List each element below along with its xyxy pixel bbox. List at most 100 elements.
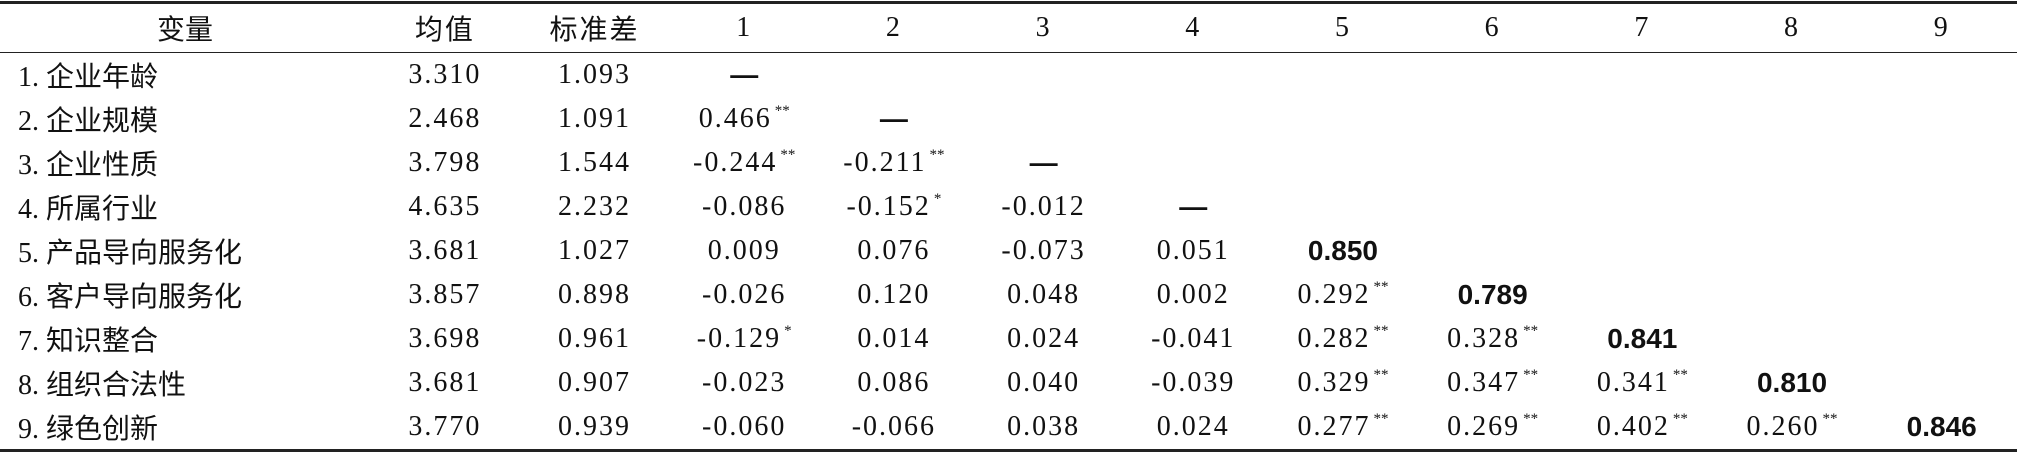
table-row: 3. 企业性质 3.798 1.544 -0.244 ** -0.211 ** —: [0, 141, 2017, 185]
table-cell: 1.027: [558, 235, 632, 266]
header-cell: 6: [1484, 12, 1501, 43]
cell-value: 0.341: [1596, 367, 1670, 398]
table-row: 6. 客户导向服务化 3.857 0.898 -0.026 0.120 0.048 0.00…: [0, 273, 2017, 317]
row-label: 2. 企业规模: [18, 106, 159, 137]
cell-value: 0.292: [1297, 279, 1371, 310]
header-cell: 7: [1634, 12, 1651, 43]
header-cell: 4: [1185, 12, 1202, 43]
significance: **: [1523, 411, 1539, 427]
table-cell: -0.026: [702, 279, 787, 310]
table-cell: -0.086: [702, 191, 787, 222]
table-row: 8. 组织合法性 3.681 0.907 -0.023 0.086 0.040 -0.039…: [0, 361, 2017, 405]
header-cell: 标准差: [549, 15, 640, 46]
table-cell: 3.857: [408, 279, 482, 310]
table-cell: 0.051: [1156, 235, 1230, 266]
table-cell: -0.244 **: [669, 147, 819, 179]
cell-value: 0.347: [1447, 367, 1521, 398]
table-cell: 0.292 **: [1268, 279, 1418, 311]
table-cell: 0.086: [857, 367, 931, 398]
row-label: 1. 企业年龄: [18, 62, 159, 93]
cell-value: 0.277: [1297, 411, 1371, 442]
row-label: 8. 组织合法性: [18, 370, 187, 401]
cell-value: -0.152: [846, 191, 931, 222]
table-cell: 0.076: [857, 235, 931, 266]
table-cell: 0.038: [1007, 411, 1081, 442]
table-cell: —: [1029, 147, 1058, 178]
header-cell: 2: [885, 12, 902, 43]
table-cell: -0.041: [1151, 323, 1236, 354]
table-row: 9. 绿色创新 3.770 0.939 -0.060 -0.066 0.038 0.024 0…: [0, 405, 2017, 449]
table-cell: 0.341 **: [1568, 367, 1718, 399]
table-cell: -0.152 *: [819, 191, 969, 223]
table-row: 1. 企业年龄 3.310 1.093 —: [0, 53, 2017, 97]
table-cell: 3.681: [408, 235, 482, 266]
significance: *: [784, 323, 792, 339]
significance: **: [1822, 411, 1838, 427]
table-cell: 0.846: [1906, 411, 1977, 442]
significance: **: [1672, 411, 1688, 427]
table-row: 7. 知识整合 3.698 0.961 -0.129 * 0.014 0.024 -0.041…: [0, 317, 2017, 361]
header-cell: 变量: [156, 15, 213, 46]
row-label: 6. 客户导向服务化: [18, 282, 243, 313]
table-cell: -0.060: [702, 411, 787, 442]
cell-value: -0.211: [843, 147, 927, 178]
table-cell: 0.260 **: [1717, 411, 1867, 443]
table-cell: 3.770: [408, 411, 482, 442]
table-cell: 3.310: [408, 59, 482, 90]
table-cell: 0.329 **: [1268, 367, 1418, 399]
header-cell: 9: [1933, 12, 1950, 43]
table-cell: -0.129 *: [669, 323, 819, 355]
table-cell: 0.269 **: [1418, 411, 1568, 443]
table-cell: -0.023: [702, 367, 787, 398]
table-row: 5. 产品导向服务化 3.681 1.027 0.009 0.076 -0.073 0.05…: [0, 229, 2017, 273]
table-cell: 0.040: [1007, 367, 1081, 398]
table-cell: 1.544: [558, 147, 632, 178]
significance: **: [1373, 323, 1389, 339]
header-cell: 3: [1035, 12, 1052, 43]
significance: **: [1373, 411, 1389, 427]
significance: **: [1373, 367, 1389, 383]
significance: **: [780, 147, 796, 163]
table-cell: -0.012: [1001, 191, 1086, 222]
table-cell: 0.282 **: [1268, 323, 1418, 355]
table-cell: —: [1179, 191, 1208, 222]
table-cell: —: [730, 59, 759, 90]
table-cell: 2.232: [558, 191, 632, 222]
cell-value: 0.402: [1596, 411, 1670, 442]
table-row: 2. 企业规模 2.468 1.091 0.466 ** —: [0, 97, 2017, 141]
table-cell: 1.091: [558, 103, 632, 134]
cell-value: 0.260: [1746, 411, 1820, 442]
table-cell: 3.681: [408, 367, 482, 398]
row-label: 5. 产品导向服务化: [18, 238, 243, 269]
table-cell: 0.466 **: [669, 103, 819, 135]
table-cell: —: [879, 103, 908, 134]
table-cell: 0.328 **: [1418, 323, 1568, 355]
table-cell: 0.961: [558, 323, 632, 354]
table-cell: 0.850: [1307, 235, 1378, 266]
table-cell: 0.009: [707, 235, 781, 266]
cell-value: -0.129: [696, 323, 782, 354]
cell-value: -0.244: [693, 147, 778, 178]
table-row: 4. 所属行业 4.635 2.232 -0.086 -0.152 * -0.012 —: [0, 185, 2017, 229]
table-cell: 4.635: [408, 191, 482, 222]
table-cell: 3.798: [408, 147, 482, 178]
row-label: 3. 企业性质: [18, 150, 159, 181]
significance: **: [774, 103, 790, 119]
significance: *: [933, 191, 942, 207]
table-cell: 0.277 **: [1268, 411, 1418, 443]
cell-value: 0.269: [1447, 411, 1521, 442]
cell-value: 0.466: [698, 103, 772, 134]
table-cell: -0.066: [851, 411, 937, 442]
header-cell: 5: [1334, 12, 1351, 43]
table-cell: 0.048: [1007, 279, 1081, 310]
significance: **: [1672, 367, 1688, 383]
table-cell: 0.002: [1156, 279, 1230, 310]
table-cell: 3.698: [408, 323, 482, 354]
table-cell: 1.093: [558, 59, 632, 90]
cell-value: 0.328: [1447, 323, 1521, 354]
row-label: 7. 知识整合: [18, 326, 159, 357]
header-cell: 均值: [414, 15, 475, 46]
table-cell: -0.039: [1151, 367, 1236, 398]
header-cell: 1: [736, 12, 753, 43]
